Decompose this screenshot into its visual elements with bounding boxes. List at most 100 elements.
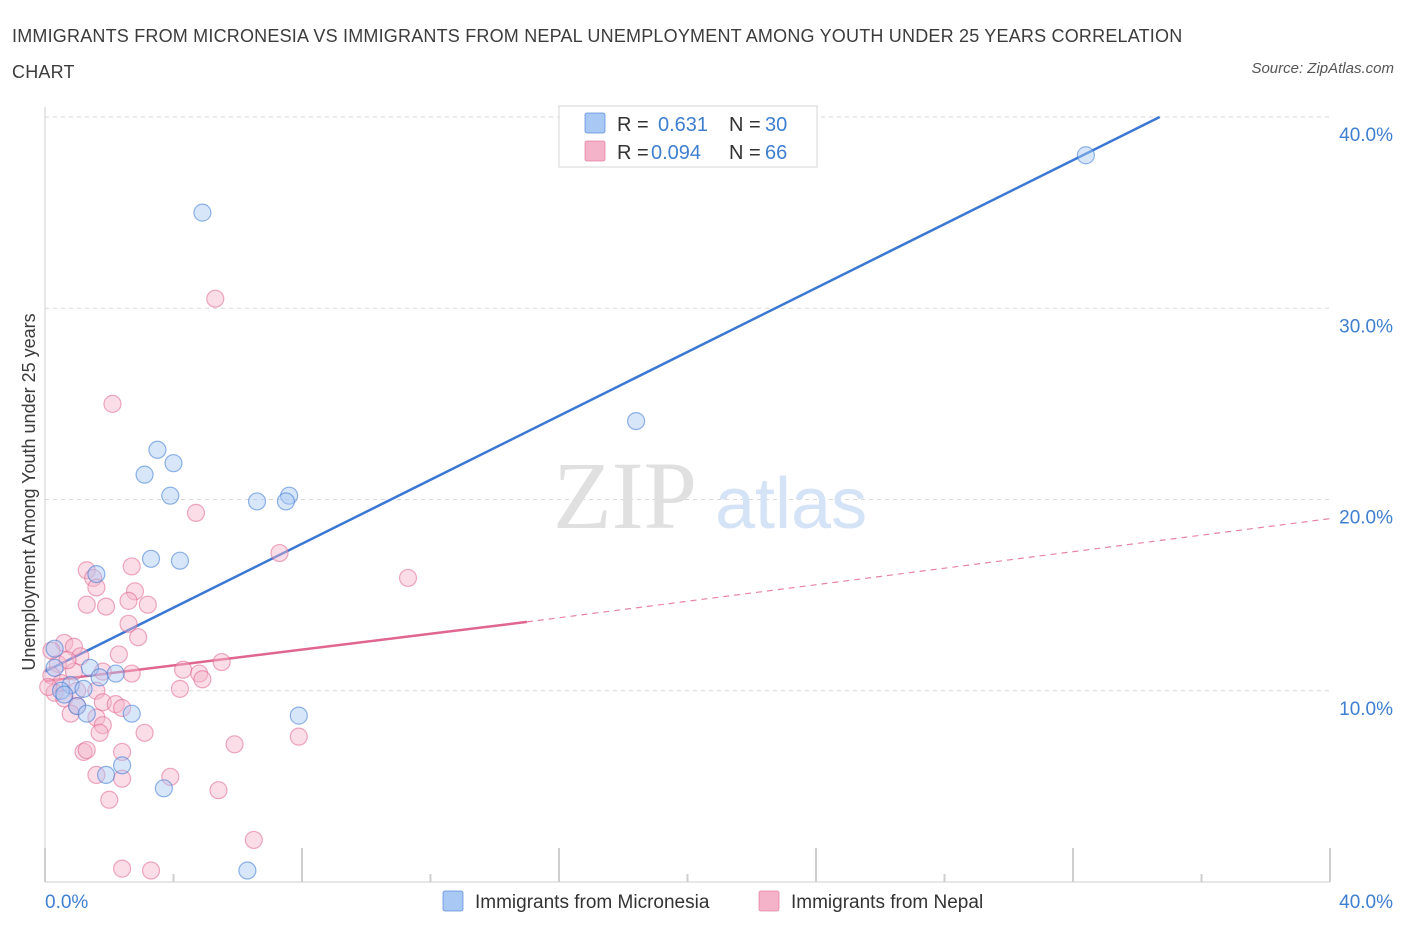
nepal-point [87, 578, 106, 597]
x-tick-label: 0.0% [45, 892, 88, 913]
micronesia-point [276, 492, 296, 511]
nepal-point [77, 740, 96, 760]
nepal-point [193, 670, 212, 689]
nepal-point [129, 628, 148, 647]
nepal-point [206, 289, 225, 308]
nepal-point [122, 557, 141, 576]
nepal-point [244, 830, 263, 850]
nepal-point [74, 742, 93, 762]
legend-n-nepal: 66 [765, 142, 787, 164]
legend-n-label-nepal: N = [729, 142, 761, 164]
grid-lines [45, 116, 1330, 692]
micronesia-point [238, 861, 257, 880]
nepal-point [119, 614, 138, 633]
y-axis-label: Unemployment Among Youth under 25 years [19, 313, 39, 670]
chart-title: IMMIGRANTS FROM MICRONESIA VS IMMIGRANTS… [12, 26, 1183, 82]
legend-swatch-nepal [584, 140, 606, 162]
nepal-point [112, 859, 132, 878]
micronesia-point [148, 440, 167, 459]
bottom-legend-label-micronesia: Immigrants from Micronesia [475, 892, 710, 913]
micronesia-point [96, 765, 116, 785]
micronesia-point [247, 492, 267, 511]
nepal-point [174, 660, 193, 679]
micronesia-point [80, 658, 100, 677]
micronesia-point [164, 454, 183, 473]
nepal-point [103, 394, 122, 413]
nepal-point [135, 723, 154, 742]
micronesia-point [1076, 146, 1095, 165]
micronesia-point [45, 639, 64, 658]
legend-n-label-micronesia: N = [729, 114, 761, 136]
tick-labels: 10.0% 20.0% 30.0% 40.0% 0.0% 40.0% [45, 125, 1393, 913]
micronesia-point [161, 486, 180, 505]
micronesia-point [122, 704, 141, 723]
micronesia-point [77, 704, 96, 723]
nepal-point [186, 503, 206, 522]
nepal-point [225, 735, 244, 754]
micronesia-point [141, 549, 161, 568]
nepal-point [42, 641, 61, 660]
legend-swatch-micronesia [584, 112, 606, 134]
y-tick-label: 30.0% [1339, 316, 1393, 337]
watermark-atlas: atlas [715, 464, 867, 544]
micronesia-point [55, 685, 74, 704]
y-tick-label: 20.0% [1339, 508, 1393, 529]
bottom-legend-swatch-micronesia [442, 890, 464, 912]
nepal-point [138, 595, 157, 614]
nepal-point [77, 595, 96, 614]
legend-r-nepal: 0.094 [651, 142, 701, 164]
micronesia-point [106, 664, 125, 683]
series-legend: Immigrants from Micronesia Immigrants fr… [442, 890, 983, 913]
nepal-point [270, 543, 289, 563]
y-tick-label: 10.0% [1339, 699, 1393, 720]
data-points [39, 146, 1095, 880]
nepal-point [100, 790, 119, 809]
legend-r-label-micronesia: R = [617, 114, 649, 136]
correlation-legend: R = 0.631 N = 30 R = 0.094 N = 66 [558, 105, 818, 168]
chart-source: Source: ZipAtlas.com [1251, 60, 1394, 77]
watermark-zip: ZIP [553, 442, 697, 549]
micronesia-point [74, 679, 93, 698]
y-tick-label: 40.0% [1339, 125, 1393, 146]
nepal-point [90, 723, 109, 742]
nepal-point [112, 742, 132, 762]
legend-r-micronesia: 0.631 [658, 114, 708, 136]
nepal-point [112, 698, 132, 718]
nepal-point [125, 582, 145, 601]
x-tick-label: 40.0% [1339, 892, 1393, 913]
nepal-point [96, 597, 116, 616]
nepal-point [109, 645, 128, 664]
nepal-point [87, 765, 106, 785]
legend-n-micronesia: 30 [765, 114, 787, 136]
nepal-point [119, 591, 138, 610]
nepal-point [161, 767, 180, 786]
nepal-point [122, 664, 141, 683]
nepal-point [289, 727, 308, 746]
bottom-legend-label-nepal: Immigrants from Nepal [791, 892, 983, 913]
micronesia-point [154, 779, 173, 798]
axes [44, 107, 1331, 883]
micronesia-point [45, 658, 64, 677]
micronesia-point [280, 486, 299, 505]
nepal-point [190, 664, 209, 683]
bottom-legend-swatch-nepal [758, 890, 780, 912]
micronesia-point [87, 564, 106, 584]
legend-r-label-nepal: R = [617, 142, 649, 164]
micronesia-point [289, 706, 308, 725]
micronesia-point [193, 203, 212, 222]
nepal-point [209, 781, 228, 800]
micronesia-point [626, 411, 646, 431]
nepal-point [170, 679, 190, 698]
nepal-trend-extension [526, 518, 1331, 623]
nepal-point [398, 568, 418, 588]
micronesia-point [135, 465, 154, 484]
nepal-point [212, 652, 231, 672]
watermark: ZIP atlas [553, 442, 867, 549]
micronesia-point [112, 756, 132, 775]
nepal-trend-line [44, 620, 528, 683]
micronesia-trend-line [44, 115, 1161, 673]
micronesia-point [90, 668, 109, 687]
micronesia-point [68, 696, 87, 716]
trend-lines [44, 115, 1331, 683]
